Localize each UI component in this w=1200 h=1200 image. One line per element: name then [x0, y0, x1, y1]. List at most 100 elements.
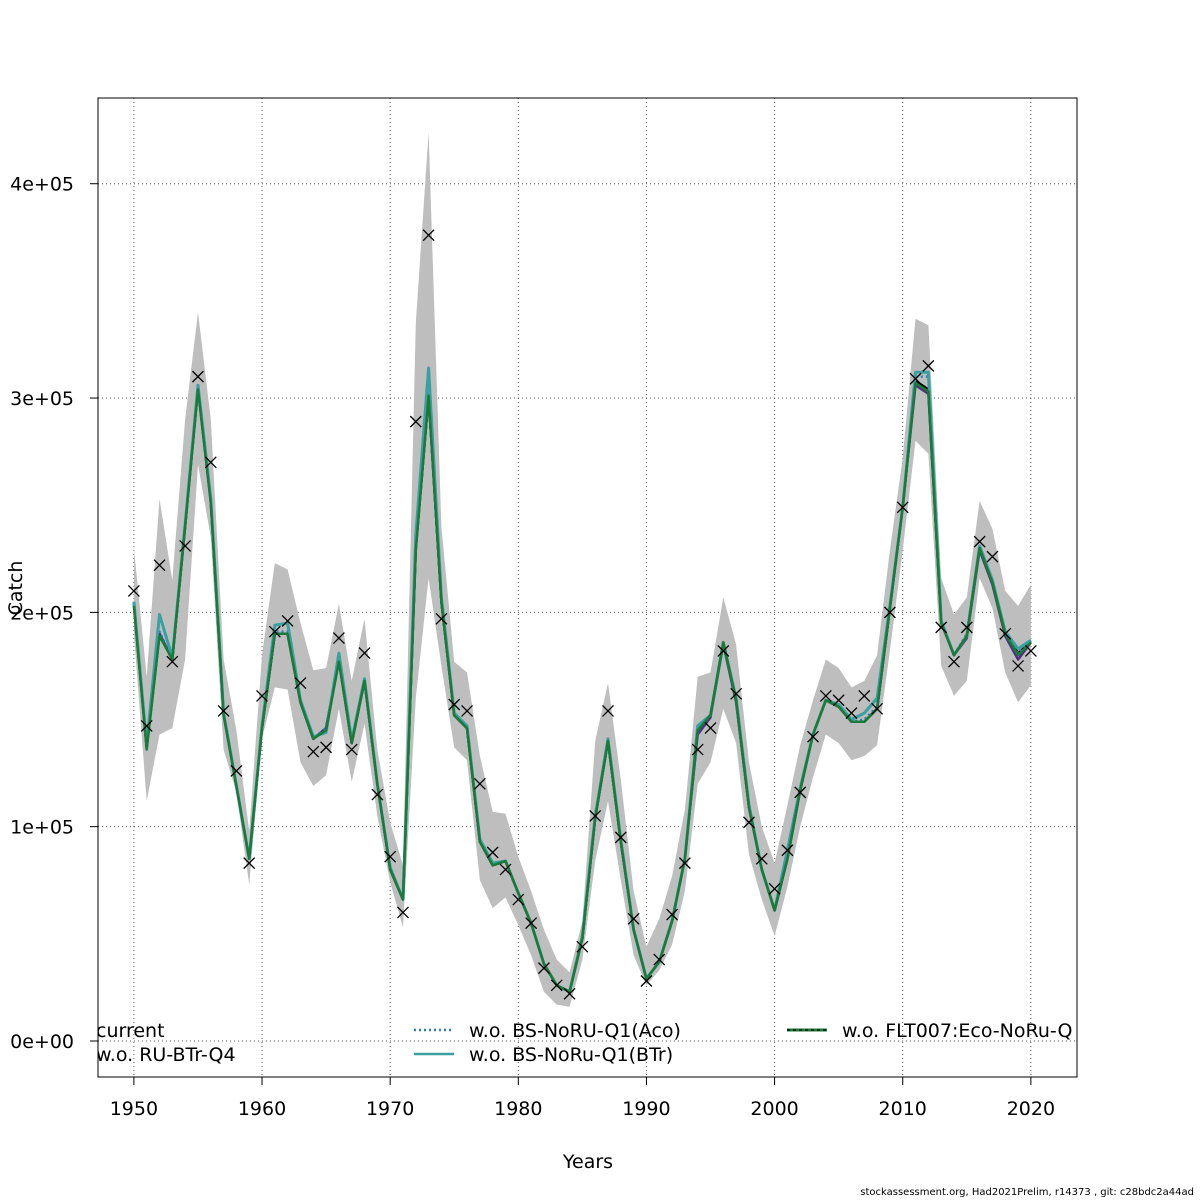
observed-point: [461, 704, 474, 717]
observed-point: [1024, 644, 1037, 657]
observed-point: [525, 917, 538, 930]
observed-point: [742, 816, 755, 829]
observed-point: [909, 372, 922, 385]
plot-frame: [97, 97, 1078, 1078]
observed-point: [243, 857, 256, 870]
observed-point: [768, 882, 781, 895]
observed-point: [204, 456, 217, 469]
x-tick-label: 2000: [750, 1098, 798, 1120]
y-tick-label: 1e+05: [10, 817, 74, 839]
observed-point: [730, 687, 743, 700]
observed-point: [358, 647, 371, 660]
observed-point: [640, 975, 653, 987]
observed-point: [704, 722, 717, 735]
legend-label-bs-noru-q1-btr: w.o. BS-NoRu-Q1(BTr): [469, 1044, 673, 1066]
observed-point: [614, 831, 627, 844]
observed-point: [409, 415, 422, 428]
observed-point: [627, 912, 640, 925]
observed-point: [179, 539, 192, 552]
observed-point: [653, 953, 666, 966]
observed-point: [371, 788, 384, 801]
observed-point: [153, 559, 166, 572]
observed-point: [832, 694, 845, 707]
observed-point: [268, 625, 281, 638]
observed-point: [499, 863, 512, 876]
observed-point: [973, 535, 986, 548]
observed-point: [691, 743, 704, 756]
observed-points: [127, 229, 1037, 1000]
observed-point: [1012, 659, 1025, 672]
observed-point: [256, 689, 268, 702]
x-axis-title: Years: [562, 1151, 613, 1173]
observed-point: [486, 846, 499, 859]
y-tick-label: 3e+05: [10, 388, 74, 410]
observed-point: [999, 627, 1012, 640]
observed-point: [960, 621, 973, 634]
observed-point: [422, 229, 435, 242]
legend: current w.o. RU-BTr-Q4 w.o. BS-NoRU-Q1(A…: [96, 1020, 1072, 1066]
observed-point: [794, 786, 807, 799]
observed-point: [883, 606, 896, 619]
observed-point: [537, 962, 550, 975]
observed-point: [281, 614, 294, 627]
observed-point: [858, 689, 871, 702]
observed-point: [807, 730, 819, 743]
legend-label-bs-noru-q1-aco: w.o. BS-NoRU-Q1(Aco): [469, 1020, 681, 1042]
legend-label-current: current: [96, 1020, 165, 1042]
observed-point: [140, 719, 153, 732]
observed-point: [435, 612, 448, 625]
y-tick-label: 4e+05: [10, 174, 74, 196]
x-tick-label: 2020: [1007, 1098, 1055, 1120]
observed-point: [332, 632, 345, 645]
observed-point: [948, 655, 960, 668]
confidence-band: [133, 132, 1031, 1007]
observed-point: [397, 906, 409, 919]
observed-point: [576, 940, 589, 953]
y-tick-label: 0e+00: [10, 1031, 74, 1053]
observed-point: [602, 704, 614, 717]
observed-point: [166, 655, 179, 668]
observed-point: [935, 621, 948, 634]
observed-point: [678, 857, 691, 870]
observed-point: [589, 810, 602, 822]
series-lines: [132, 366, 1032, 994]
series-line-4: [132, 381, 1032, 993]
observed-point: [845, 707, 858, 720]
y-tick-label: 2e+05: [10, 602, 74, 624]
observed-point: [473, 777, 486, 790]
legend-label-ru-btr-q4: w.o. RU-BTr-Q4: [96, 1044, 236, 1066]
x-tick-label: 2010: [879, 1098, 927, 1120]
axes: 1950 1960 1970 1980 1990 2000 2010 2020 0e+00 1e+…: [10, 174, 1055, 1120]
observed-point: [448, 698, 461, 711]
x-tick-label: 1970: [366, 1098, 414, 1120]
legend-label-flt007: w.o. FLT007:Eco-NoRu-Q: [842, 1020, 1072, 1042]
observed-point: [384, 850, 397, 863]
observed-point: [563, 987, 576, 1000]
observed-point: [294, 677, 307, 690]
observed-point: [819, 689, 832, 702]
x-tick-label: 1950: [110, 1098, 158, 1120]
observed-point: [191, 370, 204, 383]
observed-point: [871, 702, 884, 715]
footer-credit: stockassessment.org, Had2021Prelim, r143…: [860, 1187, 1194, 1198]
observed-point: [127, 584, 140, 597]
observed-point: [550, 979, 563, 992]
grid: [98, 98, 1077, 1077]
observed-point: [512, 893, 525, 906]
y-axis-title: Catch: [5, 561, 27, 616]
ci-band: [133, 132, 1031, 1007]
observed-point: [345, 743, 358, 756]
observed-point: [922, 359, 935, 372]
observed-point: [781, 844, 794, 857]
observed-point: [666, 908, 679, 921]
observed-point: [717, 644, 730, 657]
observed-point: [896, 501, 909, 514]
observed-point: [986, 550, 999, 563]
x-tick-label: 1990: [622, 1098, 670, 1120]
observed-point: [230, 764, 243, 777]
observed-point: [755, 852, 768, 865]
x-tick-label: 1960: [238, 1098, 286, 1120]
observed-point: [320, 741, 333, 754]
observed-point: [307, 745, 320, 758]
